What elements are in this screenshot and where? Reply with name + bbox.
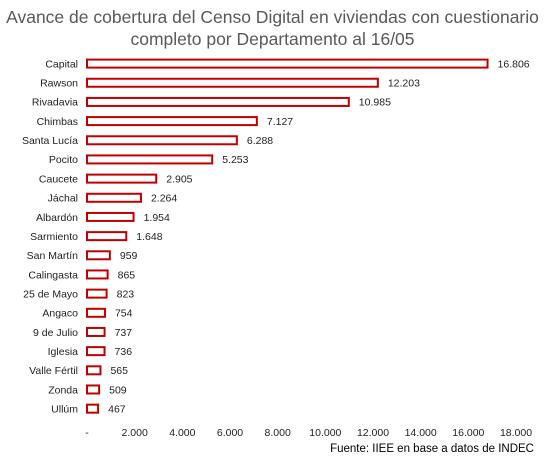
- data-label-12: 823: [117, 288, 135, 300]
- data-label-14: 737: [115, 327, 133, 339]
- category-label-17: Zonda: [48, 384, 78, 396]
- bar-6: [86, 173, 158, 184]
- bar-1: [86, 77, 379, 88]
- category-label-3: Chimbas: [37, 116, 78, 128]
- category-label-16: Valle Fértil: [29, 365, 78, 377]
- bar-3: [86, 116, 258, 127]
- data-label-13: 754: [115, 308, 133, 320]
- category-label-8: Albardón: [36, 212, 78, 224]
- data-label-1: 12.203: [388, 78, 420, 90]
- bar-0: [86, 58, 489, 69]
- data-label-10: 959: [120, 250, 138, 262]
- bar-8: [86, 211, 135, 222]
- bar-18: [86, 403, 100, 414]
- category-label-0: Capital: [45, 58, 78, 70]
- data-label-2: 10.985: [359, 97, 391, 109]
- x-tick-label-7: 14.000: [405, 427, 437, 439]
- category-labels: Capital Rawson Rivadavia Chimbas Santa Lucía…: [22, 58, 78, 415]
- data-label-4: 6.288: [247, 135, 273, 147]
- x-tick-label-8: 16.000: [452, 427, 484, 439]
- bar-2: [86, 96, 350, 107]
- bar-10: [86, 250, 111, 261]
- data-label-8: 1.954: [144, 212, 170, 224]
- data-labels: 16.806 12.203 10.985 7.127 6.288 5.253 2.905 2.…: [108, 58, 530, 415]
- category-label-6: Caucete: [39, 173, 78, 185]
- category-label-1: Rawson: [40, 78, 78, 90]
- category-label-13: Angaco: [42, 308, 78, 320]
- chart-title: Avance de cobertura del Censo Digital en…: [6, 7, 539, 49]
- bar-13: [86, 307, 106, 318]
- x-axis-ticks: - 2.000 4.000 6.000 8.000 10.000 12.000 14.000 1…: [85, 427, 532, 439]
- data-label-0: 16.806: [498, 58, 530, 70]
- bar-14: [86, 326, 106, 337]
- category-label-10: San Martín: [27, 250, 79, 262]
- data-label-11: 865: [118, 269, 136, 281]
- data-label-16: 565: [110, 365, 128, 377]
- data-label-18: 467: [108, 403, 126, 415]
- chart-source: Fuente: IIEE en base a datos de INDEC: [330, 443, 534, 455]
- data-label-15: 736: [115, 346, 133, 358]
- bar-4: [86, 135, 238, 146]
- x-tick-label-1: 2.000: [122, 427, 148, 439]
- data-label-9: 1.648: [136, 231, 162, 243]
- x-tick-label-2: 4.000: [169, 427, 195, 439]
- x-tick-label-3: 6.000: [217, 427, 243, 439]
- bar-15: [86, 346, 106, 357]
- bar-5: [86, 154, 214, 165]
- category-label-15: Iglesia: [48, 346, 79, 358]
- data-label-7: 2.264: [151, 193, 177, 205]
- bar-9: [86, 231, 128, 242]
- category-label-18: Ullúm: [51, 403, 78, 415]
- data-label-17: 509: [109, 384, 127, 396]
- category-label-4: Santa Lucía: [22, 135, 78, 147]
- x-tick-label-5: 10.000: [309, 427, 341, 439]
- bar-16: [86, 365, 102, 376]
- bar-17: [86, 384, 101, 395]
- x-tick-label-4: 8.000: [265, 427, 291, 439]
- data-label-3: 7.127: [267, 116, 293, 128]
- x-tick-label-9: 18.000: [500, 427, 532, 439]
- category-label-14: 9 de Julio: [33, 327, 78, 339]
- bar-7: [86, 192, 142, 203]
- data-label-5: 5.253: [222, 154, 248, 166]
- category-label-12: 25 de Mayo: [23, 288, 78, 300]
- bar-11: [86, 269, 109, 280]
- bars-layer: [86, 58, 489, 414]
- category-label-2: Rivadavia: [32, 97, 78, 109]
- x-tick-label-0: -: [85, 427, 89, 439]
- category-label-9: Sarmiento: [30, 231, 78, 243]
- data-label-6: 2.905: [166, 173, 192, 185]
- category-label-5: Pocito: [49, 154, 78, 166]
- category-label-11: Calingasta: [28, 269, 78, 281]
- bar-12: [86, 288, 108, 299]
- category-label-7: Jáchal: [48, 193, 78, 205]
- x-tick-label-6: 12.000: [357, 427, 389, 439]
